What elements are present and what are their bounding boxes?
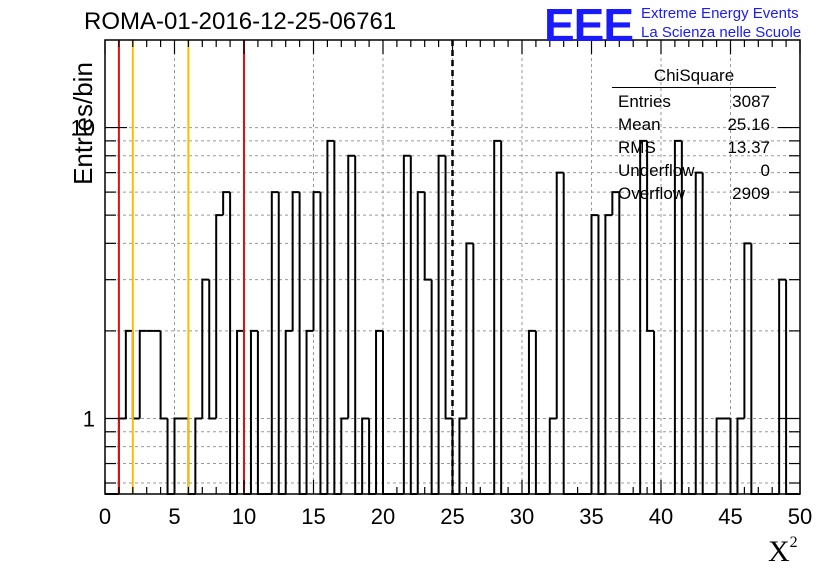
histogram-bin <box>298 192 307 495</box>
histogram-bin <box>333 140 342 495</box>
histogram-bin <box>555 171 564 419</box>
histogram-bin <box>354 155 363 495</box>
x-tick-label: 35 <box>579 504 603 529</box>
histogram-bin <box>305 329 314 494</box>
x-tick-label: 25 <box>440 504 464 529</box>
histogram-bin <box>701 172 710 495</box>
histogram-bin <box>500 140 509 495</box>
stats-row-underflow: Underflow 0 <box>618 161 770 180</box>
histogram-bin <box>458 417 467 494</box>
histogram-bin <box>312 191 321 331</box>
histogram-bin <box>639 139 648 494</box>
histogram-bin <box>416 191 425 494</box>
histogram-bin <box>562 172 571 495</box>
histogram-bin <box>382 330 390 495</box>
histogram-bin <box>284 329 293 494</box>
histogram-bin <box>423 192 432 281</box>
x-tick-label: 10 <box>232 504 256 529</box>
histogram-bin <box>534 330 543 495</box>
x-tick-label: 20 <box>371 504 395 529</box>
histogram-bin <box>229 192 238 495</box>
histogram-bin <box>138 329 147 419</box>
histogram-bin <box>319 192 328 495</box>
histogram-bin <box>548 417 557 494</box>
histogram-bin <box>430 279 439 495</box>
histogram-bin <box>131 330 140 420</box>
x-tick-label: 40 <box>649 504 673 529</box>
histogram-bin <box>243 330 251 495</box>
histogram-bin <box>361 417 370 494</box>
histogram-bin <box>673 139 682 494</box>
histogram-bin <box>597 215 606 495</box>
histogram-bin <box>743 242 752 419</box>
logo-text: Extreme Energy Events La Scienza nelle S… <box>641 4 801 42</box>
histogram-bin <box>277 192 286 495</box>
histogram-bin <box>590 214 599 494</box>
stats-row-rms: RMS 13.37 <box>618 138 770 157</box>
histogram-bin <box>611 191 620 216</box>
histogram-bin <box>785 279 794 495</box>
histogram-bin <box>472 243 481 495</box>
logo-mark: EEE <box>544 0 634 51</box>
histogram-bin <box>270 191 279 494</box>
stats-row-entries: Entries 3087 <box>618 92 770 111</box>
histogram-bin <box>291 191 300 331</box>
stats-row-overflow: Overflow 2909 <box>618 184 770 203</box>
histogram-bin <box>604 214 613 494</box>
logo-line-2: La Scienza nelle Scuole <box>641 24 802 41</box>
histogram-bin <box>159 330 168 420</box>
x-tick-label: 0 <box>99 504 111 529</box>
histogram-bin <box>736 417 745 494</box>
x-axis-label: X2 <box>768 534 798 568</box>
histogram-bin <box>347 154 356 419</box>
x-tick-label: 50 <box>788 504 812 529</box>
y-tick-label: 1 <box>83 406 95 431</box>
histogram-bin <box>694 171 703 494</box>
stats-row-mean: Mean 25.16 <box>618 115 770 134</box>
histogram-bin <box>778 278 787 494</box>
y-axis-label: Entries/bin <box>67 62 98 185</box>
histogram-bin <box>326 139 335 494</box>
histogram-bin <box>465 242 474 419</box>
eee-logo: EEE Extreme Energy Events La Scienza nel… <box>544 2 801 48</box>
histogram-bin <box>402 154 411 494</box>
x-tick-label: 45 <box>718 504 742 529</box>
stats-title: ChiSquare <box>612 66 776 88</box>
histogram-bin <box>618 192 627 495</box>
y-tick-label: 10 <box>71 116 95 141</box>
histogram-bin <box>375 329 383 494</box>
histogram-bin <box>437 154 446 494</box>
x-tick-label: 15 <box>301 504 325 529</box>
histogram-bin <box>124 329 133 419</box>
histogram-bin <box>715 417 724 494</box>
histogram-bin <box>646 140 655 332</box>
histogram-bin <box>173 417 182 494</box>
logo-line-1: Extreme Energy Events <box>641 5 799 22</box>
histogram-bin <box>222 191 231 216</box>
histogram-bin <box>444 155 453 420</box>
chart-title: ROMA-01-2016-12-25-06761 <box>84 8 397 35</box>
histogram-bin <box>194 417 203 494</box>
x-tick-label: 30 <box>510 504 534 529</box>
histogram-bin <box>493 139 502 494</box>
histogram-bin <box>750 243 759 495</box>
histogram-bin <box>340 417 349 494</box>
histogram-bin <box>201 278 210 419</box>
histogram-bin <box>208 279 217 420</box>
x-tick-label: 5 <box>168 504 180 529</box>
histogram-bin <box>249 329 258 494</box>
histogram-bin <box>215 214 224 419</box>
histogram-bin <box>236 329 244 494</box>
histogram-bin <box>527 329 536 494</box>
histogram-bin <box>653 330 661 495</box>
histogram-bin <box>256 330 265 495</box>
stats-box: ChiSquare Entries 3087 Mean 25.16 RMS 13.37… <box>612 66 776 205</box>
histogram-bin <box>409 155 418 495</box>
